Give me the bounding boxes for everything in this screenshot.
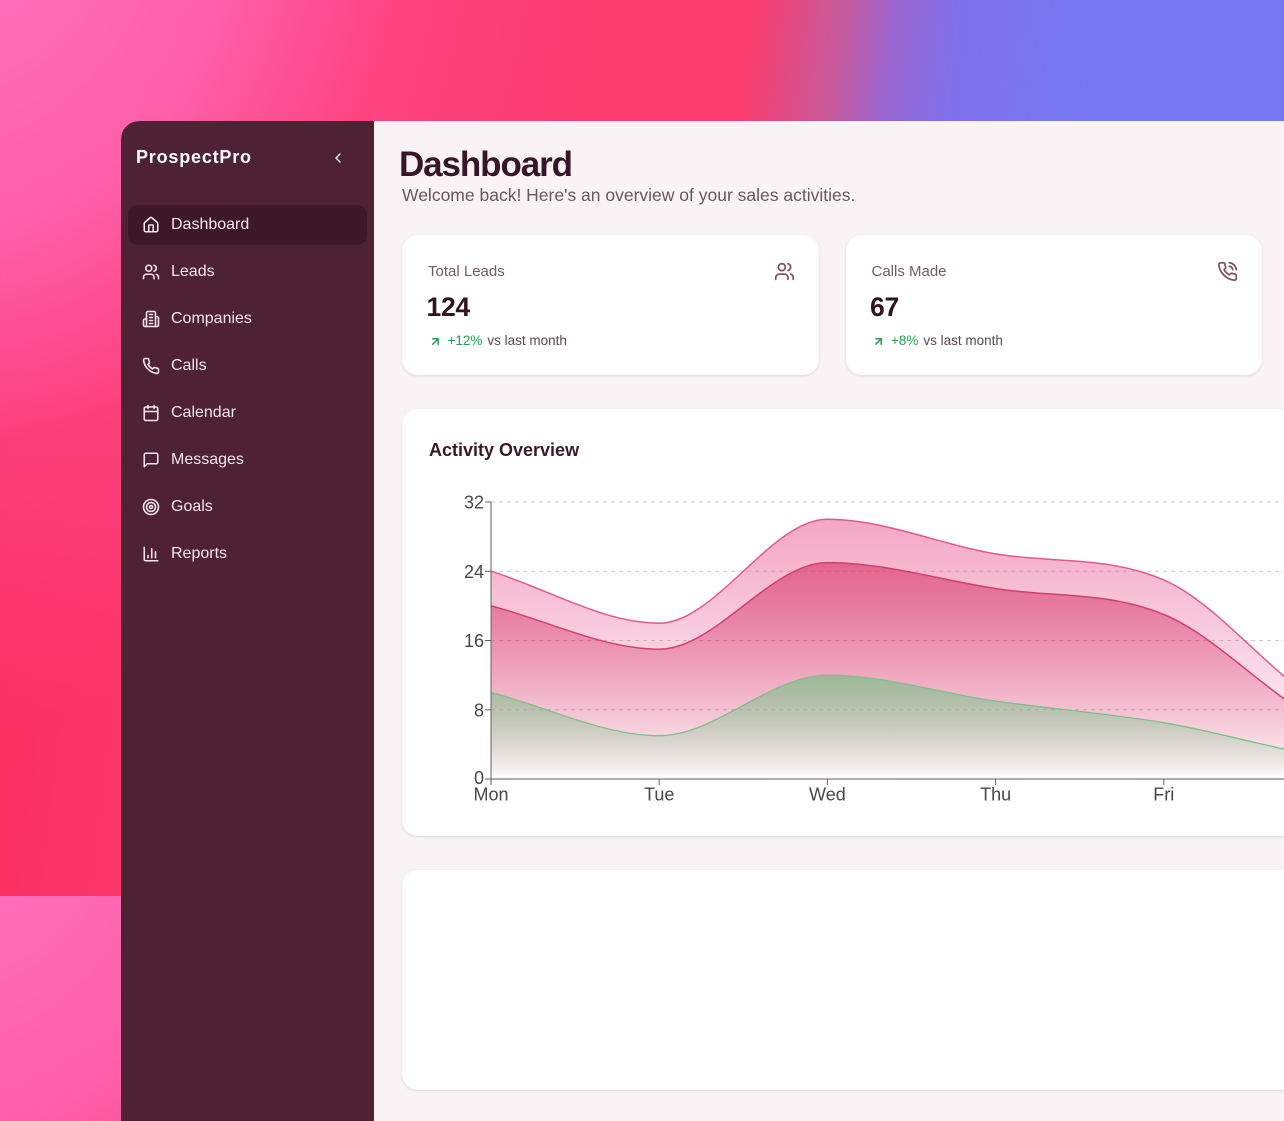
svg-text:24: 24	[464, 562, 484, 582]
svg-text:32: 32	[464, 493, 484, 513]
svg-text:0: 0	[474, 768, 484, 788]
svg-text:Mon: Mon	[473, 785, 508, 805]
svg-text:8: 8	[474, 700, 484, 720]
svg-text:Thu: Thu	[980, 785, 1011, 805]
svg-text:Wed: Wed	[809, 785, 846, 805]
svg-text:Tue: Tue	[644, 785, 674, 805]
svg-text:16: 16	[464, 631, 484, 651]
svg-text:Fri: Fri	[1153, 785, 1174, 805]
